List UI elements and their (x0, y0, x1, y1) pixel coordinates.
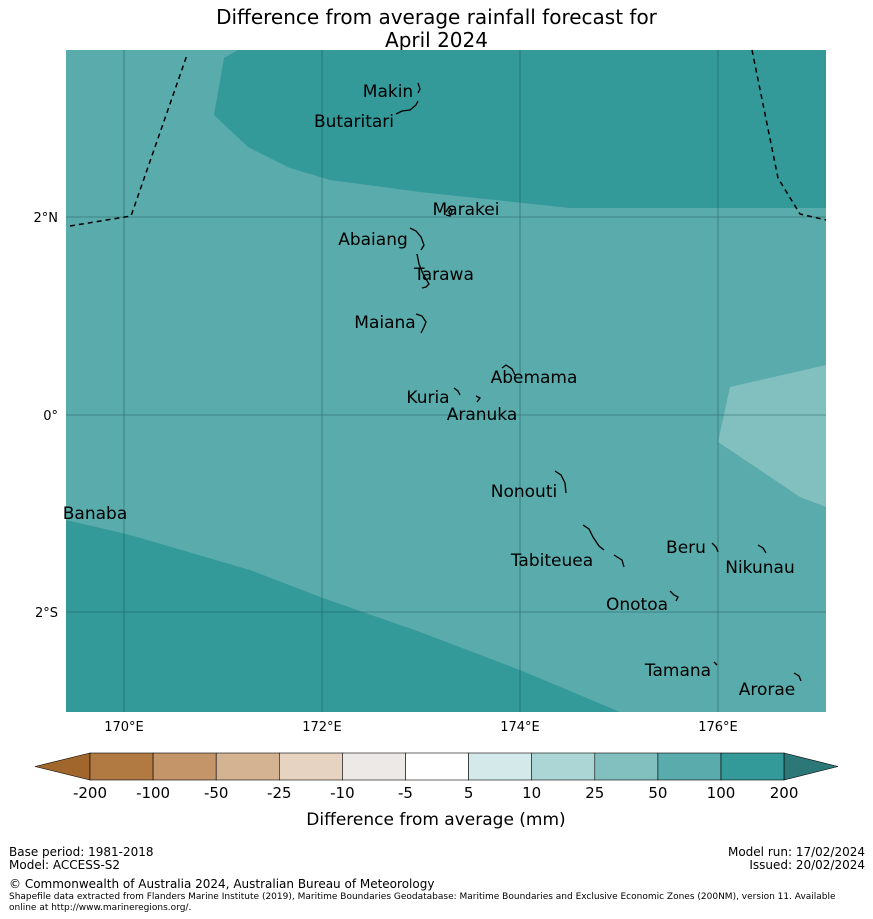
colorbar-extend-high (783, 752, 839, 781)
colorbar-segment (468, 752, 533, 781)
map-area: Makin Butaritari Marakei Abaiang Tarawa … (63, 49, 827, 712)
colorbar-tick-label: 10 (522, 784, 541, 802)
colorbar-segment (278, 752, 343, 781)
lon-tick-label: 172°E (302, 720, 342, 735)
island-label: Maiana (354, 313, 415, 333)
colorbar-segment (405, 752, 469, 781)
island-label: Nikunau (725, 558, 795, 578)
colorbar-extend-low (34, 752, 91, 781)
colorbar-tick-label: -200 (73, 784, 107, 802)
model-name: Model: ACCESS-S2 (9, 858, 121, 872)
eez-boundary-west (69, 54, 188, 227)
island-label: Tabiteuea (510, 551, 593, 571)
eez-boundary-east (751, 49, 827, 221)
colorbar-segment (531, 752, 596, 781)
island-labels: Makin Butaritari Marakei Abaiang Tarawa … (63, 82, 796, 700)
colorbar-tick-label: 25 (585, 784, 604, 802)
island-label: Tamana (644, 661, 711, 681)
lat-tick-label: 2°S (35, 606, 58, 621)
colorbar-tick-label: -50 (204, 784, 229, 802)
island-label: Makin (363, 82, 413, 102)
colorbar-segment (89, 752, 154, 781)
island-label: Onotoa (606, 595, 668, 615)
base-period: Base period: 1981-2018 (9, 845, 154, 859)
colorbar-segment (657, 752, 722, 781)
lat-tick-label: 2°N (34, 211, 59, 226)
colorbar-tick-label: 5 (464, 784, 474, 802)
colorbar-tick-label: -100 (136, 784, 170, 802)
gridlines (66, 50, 826, 712)
title-line-2: April 2024 (385, 28, 488, 52)
island-label: Tarawa (413, 265, 474, 285)
island-outlines (395, 82, 802, 682)
island-label: Kuria (406, 388, 449, 408)
colorbar-segment (594, 752, 659, 781)
colorbar-tick-label: -25 (267, 784, 292, 802)
colorbar-segment (720, 752, 785, 781)
colorbar-segment (342, 752, 406, 781)
island-label: Beru (666, 538, 706, 558)
island-label: Abaiang (338, 230, 408, 250)
colorbar-tick-label: 100 (707, 784, 736, 802)
longitude-axis: 170°E 172°E 174°E 176°E (104, 720, 738, 735)
region-50-100-south (66, 520, 620, 712)
shapefile-credit-2: online at http://www.marineregions.org/. (9, 903, 192, 913)
issued-date: Issued: 20/02/2024 (749, 858, 865, 872)
island-label: Abemama (491, 368, 578, 388)
lon-tick-label: 170°E (104, 720, 144, 735)
region-10-25-east (718, 365, 826, 507)
island-label: Banaba (63, 504, 127, 524)
shapefile-credit-1: Shapefile data extracted from Flanders M… (9, 892, 836, 902)
latitude-axis: 2°N 0° 2°S (34, 211, 59, 621)
colorbar: -200 -100 -50 -25 -10 -5 5 10 25 50 100 200 (34, 752, 839, 802)
lon-tick-label: 176°E (698, 720, 738, 735)
island-label: Marakei (433, 200, 500, 220)
colorbar-segment (215, 752, 280, 781)
island-label: Arorae (739, 680, 796, 700)
lat-tick-label: 0° (43, 409, 58, 424)
model-run: Model run: 17/02/2024 (727, 845, 865, 859)
colorbar-label: Difference from average (mm) (306, 810, 565, 830)
colorbar-tick-label: -5 (398, 784, 413, 802)
colorbar-tick-label: -10 (330, 784, 355, 802)
colorbar-tick-label: 50 (648, 784, 667, 802)
title-line-1: Difference from average rainfall forecas… (216, 5, 657, 29)
copyright: © Commonwealth of Australia 2024, Austra… (9, 877, 435, 891)
lon-tick-label: 174°E (500, 720, 540, 735)
colorbar-tick-label: 200 (770, 784, 799, 802)
colorbar-segment (152, 752, 217, 781)
island-label: Butaritari (314, 112, 394, 132)
island-label: Nonouti (491, 482, 557, 502)
island-label: Aranuka (447, 405, 518, 425)
